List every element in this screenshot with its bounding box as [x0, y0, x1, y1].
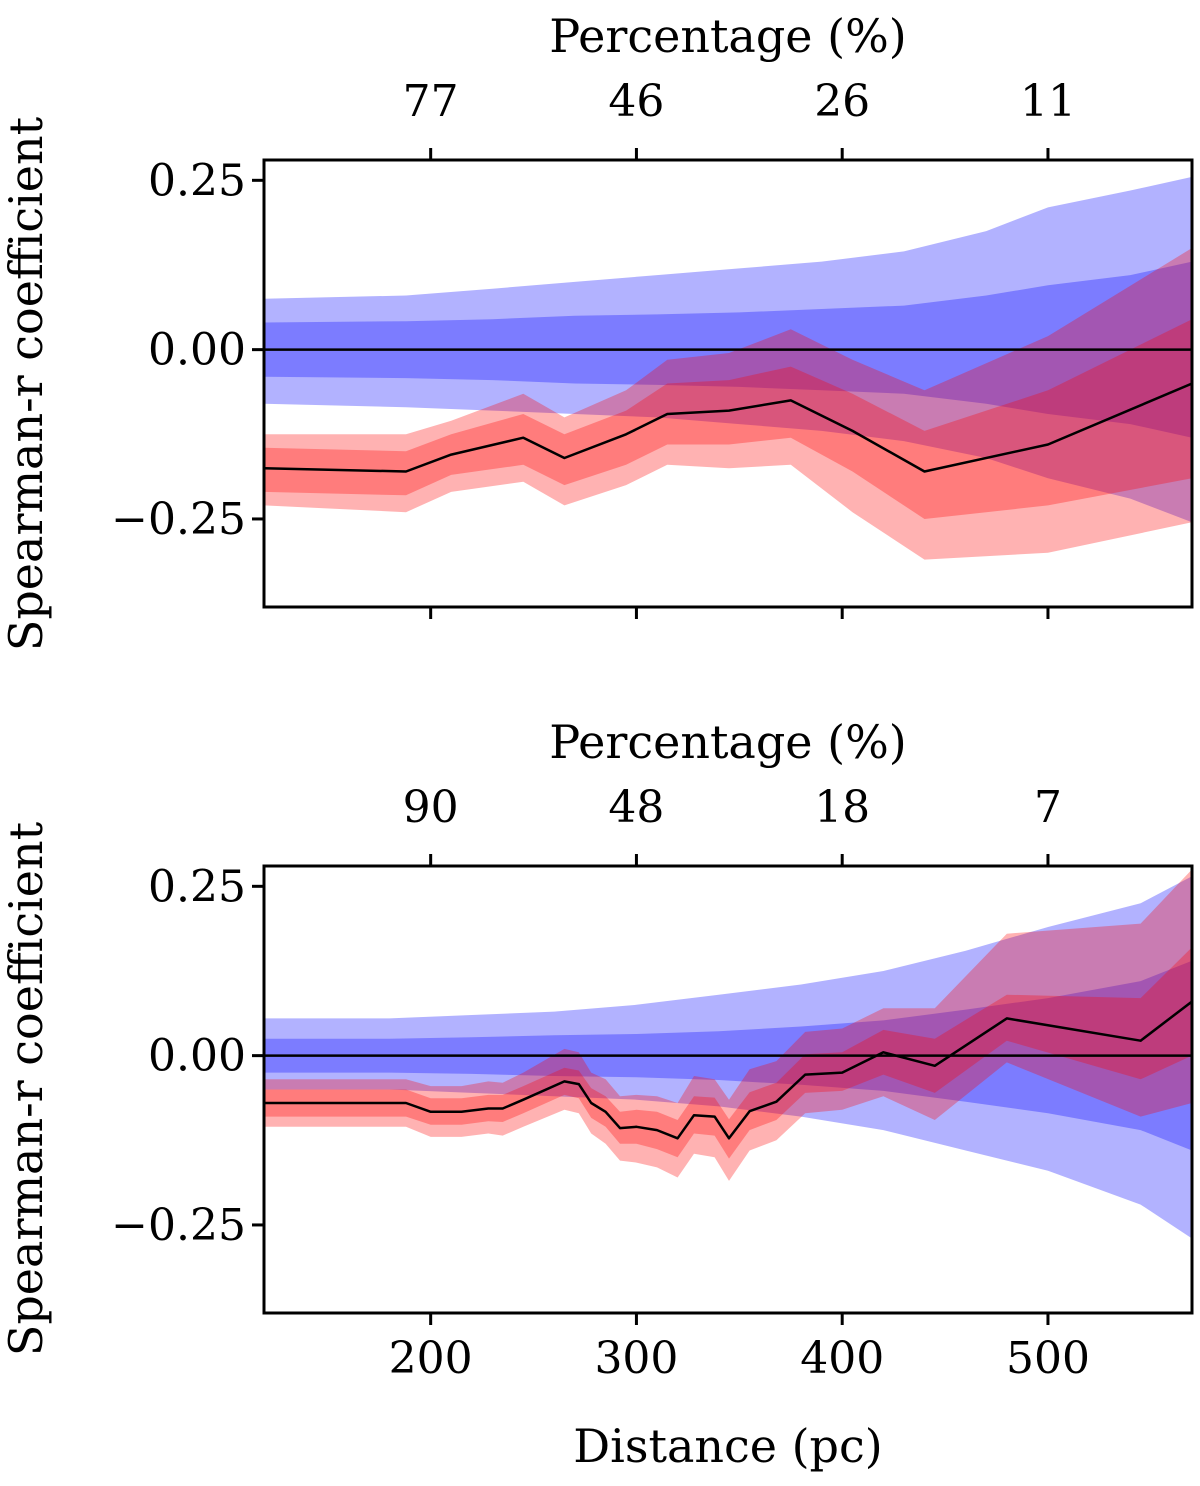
bottom-panel-top-tick-label: 18: [814, 782, 870, 833]
bottom-panel-null-outer-band: [264, 876, 1192, 1239]
top-panel-ytick-label: −0.25: [111, 494, 246, 545]
top-panel-ylabel: Spearman-r coefficient: [0, 116, 53, 651]
top-panel-observed-median-line: [264, 382, 1192, 473]
top-panel-observed-outer-band: [264, 248, 1192, 560]
top-panel-top-tick-label: 26: [814, 76, 870, 127]
bottom-panel-ytick-label: 0.25: [148, 861, 246, 912]
bottom-panel-observed-outer-band: [264, 869, 1192, 1181]
bottom-panel-xtick-label: 400: [800, 1333, 884, 1384]
bottom-panel-observed-median-line: [264, 1000, 1192, 1140]
bottom-panel-xtick-label: 200: [389, 1333, 473, 1384]
bottom-panel-observed-inner-band: [264, 947, 1192, 1159]
top-panel-top-tick-label: 11: [1020, 76, 1076, 127]
top-panel-percentage-axis-title: Percentage (%): [549, 9, 907, 63]
top-panel-ytick-label: 0.25: [148, 155, 246, 206]
top-panel-observed-inner-band: [264, 319, 1192, 519]
bottom-panel-percentage-axis-title: Percentage (%): [549, 715, 907, 769]
bottom-panel-top-tick-label: 7: [1034, 782, 1062, 833]
bottom-panel-ytick-label: −0.25: [111, 1200, 246, 1251]
bottom-panel: Percentage (%) Spearman-r coefficient Di…: [0, 715, 1194, 1473]
bottom-panel-xtick-label: 300: [594, 1333, 678, 1384]
bottom-panel-series-group: [264, 869, 1192, 1239]
top-panel-series-group: [264, 176, 1192, 560]
bottom-panel-top-tick-label: 90: [403, 782, 459, 833]
bottom-panel-plot-area: 0.25 0.00 −0.25 200 300 400 500 90 48 18 7: [111, 782, 1194, 1384]
top-panel-plot-area: 0.25 0.00 −0.25 77 46 26 11: [111, 76, 1194, 619]
bottom-panel-ytick-label: 0.00: [148, 1031, 246, 1082]
bottom-panel-ylabel: Spearman-r coefficient: [0, 821, 53, 1356]
top-panel-ytick-label: 0.00: [148, 325, 246, 376]
top-panel: Percentage (%) Spearman-r coefficient 0.…: [0, 9, 1194, 651]
bottom-panel-top-tick-label: 48: [608, 782, 664, 833]
bottom-panel-xtick-label: 500: [1006, 1333, 1090, 1384]
top-panel-axes-frame: [262, 158, 1194, 609]
top-panel-top-tick-label: 46: [608, 76, 664, 127]
bottom-panel-xlabel: Distance (pc): [573, 1419, 882, 1473]
bottom-panel-axes-frame: [262, 864, 1194, 1315]
top-panel-top-tick-label: 77: [403, 76, 459, 127]
